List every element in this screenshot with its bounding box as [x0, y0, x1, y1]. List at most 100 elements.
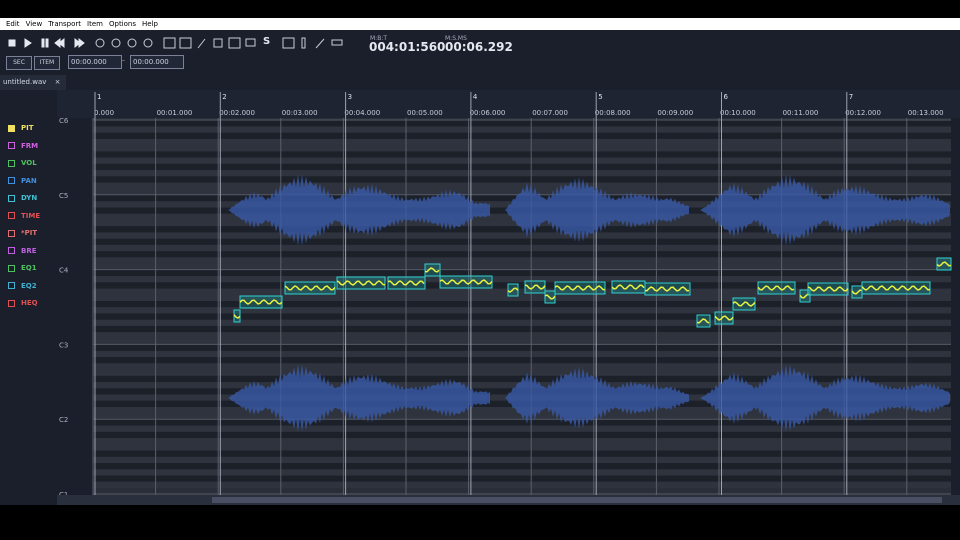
menu-item[interactable]: Help — [142, 20, 158, 28]
note-block — [233, 309, 241, 323]
pitch-curve — [233, 314, 241, 319]
lane-label: DYN — [21, 194, 38, 202]
semitone-row — [93, 369, 951, 376]
semitone-row — [93, 456, 951, 464]
lane-label: EQ1 — [21, 264, 37, 272]
time-label: 00:05.000 — [407, 109, 443, 117]
time-label: 00:07.000 — [532, 109, 568, 117]
pitch-curve — [611, 284, 645, 290]
start-field[interactable]: 00:00.000 — [68, 55, 122, 69]
ruler — [57, 90, 960, 118]
time-label: 0.000 — [94, 109, 114, 117]
bar-label: 4 — [473, 93, 478, 101]
tab[interactable]: untitled.wav × — [0, 75, 66, 90]
semitone-row — [93, 375, 951, 383]
end-field[interactable]: 00:00.000 — [130, 55, 184, 69]
waveform — [505, 366, 689, 430]
lane-toggle[interactable]: BRE — [8, 247, 37, 255]
mbt-label: M:B:T — [370, 35, 388, 42]
semitone-row — [93, 157, 951, 164]
semitone-row — [93, 325, 951, 333]
semitone-row — [93, 363, 951, 370]
lane-toggle[interactable]: EQ1 — [8, 264, 37, 272]
menu-item[interactable]: View — [25, 20, 43, 28]
menu-item[interactable]: Item — [87, 20, 103, 28]
time-label: 00:03.000 — [282, 109, 318, 117]
transport-icons — [8, 37, 343, 49]
pitch-curve — [239, 299, 283, 305]
bar-label: 2 — [222, 93, 226, 101]
bar-label: 6 — [724, 93, 729, 101]
lane-label: TIME — [21, 211, 41, 220]
note-block — [387, 276, 426, 290]
semitone-row — [93, 176, 951, 183]
waveform — [700, 364, 950, 432]
pitch-curve — [757, 285, 795, 291]
mbt-value: 004:01:560 — [369, 40, 446, 54]
semitone-row — [93, 469, 951, 476]
note-block — [644, 282, 691, 296]
sec-button[interactable]: SEC — [6, 56, 32, 70]
lane-toggle[interactable]: DYN — [8, 194, 37, 202]
lane-toggle[interactable]: EQ2 — [8, 282, 37, 290]
semitone-row — [93, 232, 951, 239]
menu-item[interactable]: Edit — [6, 20, 20, 28]
pitch-curve — [387, 280, 425, 286]
semitone-row — [93, 151, 951, 158]
semitone-row — [93, 338, 951, 345]
time-label: 00:04.000 — [344, 109, 380, 117]
lane-toggle[interactable]: PAN — [8, 177, 37, 185]
pitch-curve — [696, 318, 710, 324]
pitch-curve — [544, 294, 556, 300]
tab-close[interactable]: × — [54, 78, 61, 86]
lane-toggle[interactable]: *PIT — [8, 229, 37, 237]
separator: – — [122, 57, 125, 64]
note-label: C3 — [59, 341, 68, 349]
time-label: 00:11.000 — [783, 109, 819, 117]
semitone-row — [93, 319, 951, 326]
item-button[interactable]: ITEM — [34, 56, 60, 70]
lane-toggle[interactable]: VOL — [8, 159, 37, 167]
semitone-row — [93, 244, 951, 252]
pitch-curve — [554, 285, 606, 291]
menu-item[interactable]: Options — [108, 20, 136, 28]
pitch-curve — [851, 289, 863, 295]
lane-toggle[interactable]: HEQ — [8, 299, 38, 307]
note-label: C5 — [59, 192, 68, 200]
pitch-curve — [714, 315, 734, 321]
semitone-row — [93, 282, 951, 289]
lane-toggle[interactable]: PIT — [8, 124, 34, 132]
menu-item[interactable]: Transport — [48, 20, 82, 28]
pitch-curve — [807, 286, 849, 292]
lane-label: *PIT — [21, 229, 38, 237]
semitone-row — [93, 288, 951, 295]
lane-label: BRE — [21, 246, 37, 255]
note-label: C6 — [59, 117, 69, 125]
semitone-row — [93, 481, 951, 488]
bar-label: 1 — [97, 93, 101, 101]
semitone-row — [93, 145, 951, 152]
semitone-row — [93, 313, 951, 320]
semitone-row — [93, 444, 951, 451]
lane-toggle[interactable]: TIME — [8, 212, 40, 220]
semitone-row — [93, 475, 951, 482]
note-block — [861, 281, 931, 295]
semitone-row — [93, 251, 951, 258]
note-block — [936, 257, 952, 271]
semitone-row — [93, 301, 951, 308]
s-button[interactable]: S — [263, 36, 271, 47]
lane-toggle[interactable]: FRM — [8, 142, 38, 150]
semitone-row — [93, 463, 951, 470]
semitone-row — [93, 120, 951, 127]
semitone-row — [93, 425, 951, 432]
bar-label: 7 — [849, 93, 853, 101]
note-block — [424, 263, 441, 277]
semitone-row — [93, 138, 951, 146]
pitch-editor: C6C5C4C3C2C10.00000:01.00000:02.00000:03… — [57, 90, 960, 505]
lane-label: EQ2 — [21, 281, 37, 290]
time-label: 00:02.000 — [219, 109, 255, 117]
tab-name: untitled.wav — [3, 78, 47, 86]
semitone-row — [93, 263, 951, 270]
semitone-row — [93, 332, 951, 339]
